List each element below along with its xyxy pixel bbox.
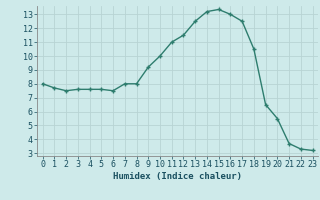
X-axis label: Humidex (Indice chaleur): Humidex (Indice chaleur) [113,172,242,181]
